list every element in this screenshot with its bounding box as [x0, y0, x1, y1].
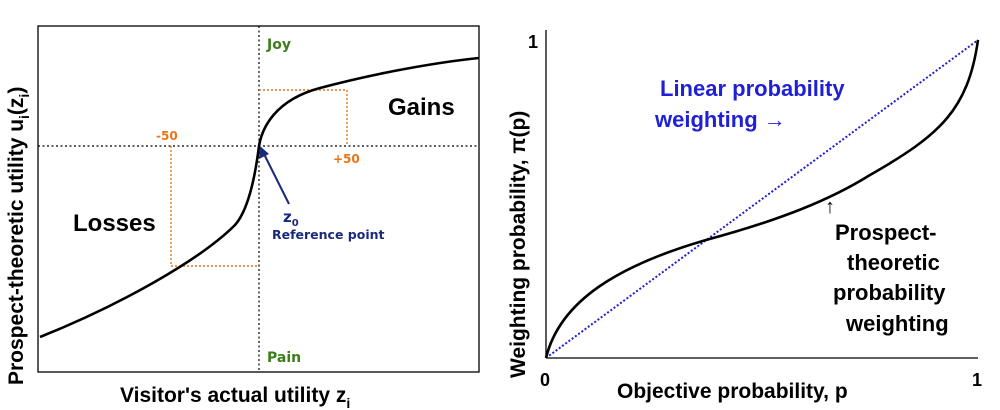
z0-label: z0: [283, 208, 299, 229]
pt-label-line1: Prospect-: [835, 220, 936, 245]
pain-label: Pain: [267, 350, 301, 366]
right-x-axis-label: Objective probability, p: [617, 380, 848, 403]
probability-weighting-curve: [544, 39, 980, 359]
right-panel: 0 1 1 Linear probability weighting → ↑ P…: [507, 30, 982, 403]
x-tick-1: 1: [972, 370, 982, 390]
minus50-label: -50: [156, 129, 178, 143]
up-arrow: ↑: [825, 196, 835, 218]
reference-arrow-shaft: [263, 153, 290, 205]
linear-weighting-line: [545, 39, 979, 359]
minus50-guide: [170, 146, 259, 267]
joy-label: Joy: [266, 37, 291, 53]
reference-point-label: Reference point: [272, 227, 385, 242]
losses-label: Losses: [73, 210, 156, 237]
y-tick-1: 1: [528, 32, 538, 52]
right-y-axis-label: Weighting probability, π(p): [507, 111, 530, 378]
reference-arrow-head: [259, 146, 269, 159]
gains-label: Gains: [388, 94, 455, 121]
left-x-axis-label: Visitor's actual utility zi: [120, 384, 350, 410]
linear-label-line2: weighting →: [654, 107, 786, 132]
left-panel: Joy Pain Gains Losses -50 +50 z0 Referen…: [5, 25, 480, 410]
plus50-label: +50: [333, 152, 360, 166]
linear-label-line1: Linear probability: [660, 76, 845, 101]
value-function-curve: [39, 56, 480, 339]
pt-label-line3: probability: [833, 280, 946, 305]
plus50-guide: [259, 89, 348, 146]
x-tick-0: 0: [540, 370, 550, 390]
pt-label-line2: theoretic: [847, 250, 940, 275]
pt-label-line4: weighting: [845, 311, 949, 336]
left-y-axis-label: Prospect-theoretic utility ui(zi): [5, 87, 32, 385]
